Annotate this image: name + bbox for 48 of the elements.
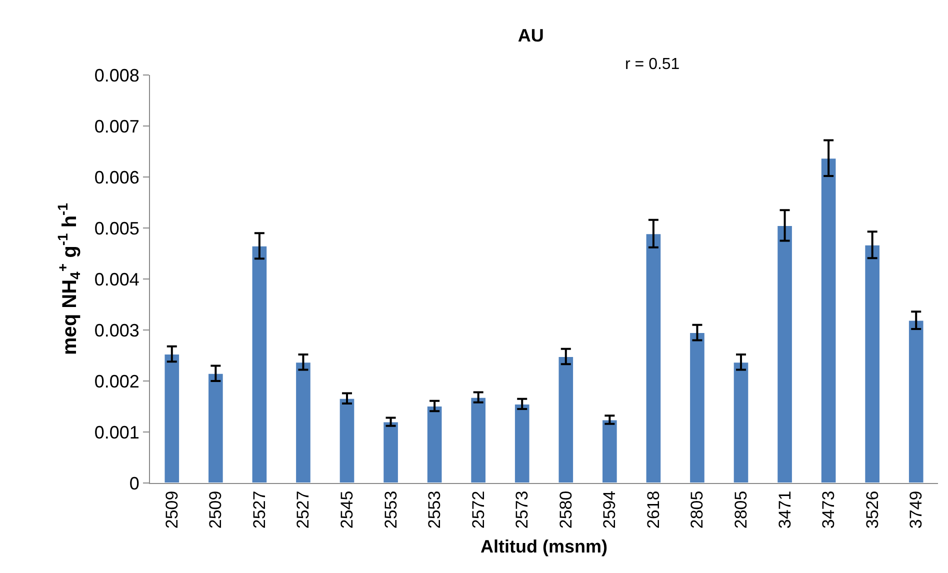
x-tick-label: 2618 [644,490,663,529]
y-tick-label: 0.005 [94,218,140,238]
y-tick-label: 0.002 [94,371,140,392]
bar [732,362,750,483]
bar [864,244,880,483]
bar [558,356,574,483]
x-tick-label: 3749 [906,490,926,529]
x-tick-label: 2527 [294,490,313,529]
x-tick-label: 2573 [512,490,532,529]
bar [514,403,530,483]
x-axis-title: Altitud (msnm) [480,536,608,557]
bar [382,421,399,483]
bar [470,396,486,483]
x-tick-label: 2805 [688,490,707,529]
x-tick-label: 2805 [732,490,751,529]
x-tick-label: 2509 [162,490,182,529]
x-tick-label: 2580 [556,490,576,529]
bar [645,233,662,483]
text: r = 0.51 [625,56,680,73]
y-tick-label: 0.006 [94,167,140,188]
y-tick-label: 0.004 [94,269,140,290]
y-tick-label: 0.003 [94,320,140,340]
bar [338,398,356,483]
x-tick-label: 2572 [468,490,488,529]
bar [295,362,312,483]
x-tick-label: 3526 [862,490,882,529]
bar [602,419,618,483]
bar [208,372,224,483]
bar [164,353,180,483]
x-tick-label: 2553 [381,490,400,529]
bar [908,320,924,483]
bar [689,332,706,483]
bar [776,224,793,483]
y-tick-label: 0.008 [94,65,140,86]
x-tick-label: 2594 [600,490,620,529]
y-tick-label: 0 [129,473,140,494]
x-tick-label: 2527 [250,490,269,529]
bar [251,245,268,483]
y-tick-label: 0.007 [94,116,140,136]
y-tick-label: 0.001 [94,422,140,442]
x-tick-label: 3471 [775,490,794,529]
chart-title: AU [518,25,544,46]
bar [426,405,443,483]
x-tick-label: 3473 [819,490,838,529]
x-tick-label: 2553 [425,490,444,529]
bar [820,158,837,483]
x-tick-label: 2509 [206,490,226,529]
x-tick-label: 2545 [338,490,357,529]
